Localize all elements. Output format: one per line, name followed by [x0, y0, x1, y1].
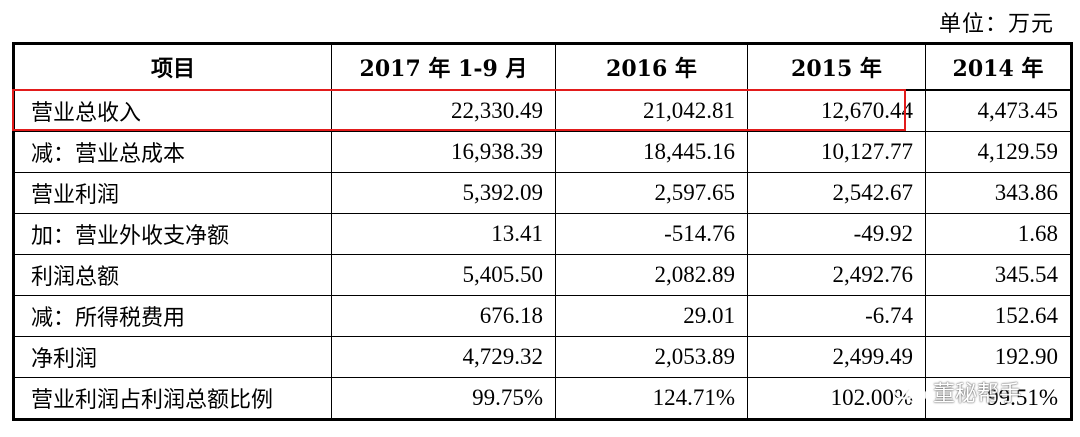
- table-row: 加：营业外收支净额 13.41 -514.76 -49.92 1.68: [13, 213, 1072, 255]
- cell-value: 1.68: [925, 213, 1072, 255]
- cell-value: 124.71%: [555, 377, 748, 420]
- cell-value: 5,392.09: [331, 172, 556, 214]
- cell-value: 676.18: [331, 295, 556, 337]
- cell-value: 13.41: [331, 213, 556, 255]
- watermark-text: 董秘帮手: [933, 382, 1022, 407]
- row-label: 净利润: [13, 336, 332, 378]
- row-label: 加：营业外收支净额: [13, 213, 332, 255]
- cell-value: 152.64: [925, 295, 1072, 337]
- watermark: 董秘帮手: [893, 374, 1021, 410]
- row-label: 营业利润: [13, 172, 332, 214]
- cell-value: 99.75%: [331, 377, 556, 420]
- table-row: 营业利润占利润总额比例 99.75% 124.71% 102.00% 99.51…: [13, 377, 1072, 420]
- row-label: 营业利润占利润总额比例: [13, 377, 332, 420]
- cell-value: -6.74: [747, 295, 926, 337]
- row-label: 减：所得税费用: [13, 295, 332, 337]
- cell-value: 99.51%: [925, 377, 1072, 420]
- table-row: 营业利润 5,392.09 2,597.65 2,542.67 343.86: [13, 172, 1072, 214]
- cell-value: 12,670.44: [747, 89, 926, 132]
- cell-value: -514.76: [555, 213, 748, 255]
- header-2014: 2014 年: [925, 43, 1072, 91]
- wechat-icon: [893, 378, 927, 406]
- cell-value: 4,729.32: [331, 336, 556, 378]
- cell-value: 2,542.67: [747, 172, 926, 214]
- unit-label: 单位：万元: [938, 12, 1054, 37]
- cell-value: 10,127.77: [747, 131, 926, 173]
- header-2016: 2016 年: [555, 43, 748, 91]
- cell-value: 192.90: [925, 336, 1072, 378]
- row-label: 利润总额: [13, 254, 332, 296]
- cell-value: 21,042.81: [555, 89, 748, 132]
- table-row: 利润总额 5,405.50 2,082.89 2,492.76 345.54: [13, 254, 1072, 296]
- row-label: 减：营业总成本: [13, 131, 332, 173]
- cell-value: 345.54: [925, 254, 1072, 296]
- cell-value: 2,053.89: [555, 336, 748, 378]
- cell-value: 29.01: [555, 295, 748, 337]
- table-row: 净利润 4,729.32 2,053.89 2,499.49 192.90: [13, 336, 1072, 378]
- cell-value: 22,330.49: [331, 89, 556, 132]
- cell-value: 2,492.76: [747, 254, 926, 296]
- header-2015: 2015 年: [747, 43, 926, 91]
- cell-value: 16,938.39: [331, 131, 556, 173]
- cell-value: 343.86: [925, 172, 1072, 214]
- cell-value: 2,597.65: [555, 172, 748, 214]
- cell-value: 2,082.89: [555, 254, 748, 296]
- header-2017-q3: 2017 年 1-9 月: [331, 43, 556, 91]
- table-header-row: 项目 2017 年 1-9 月 2016 年 2015 年 2014 年: [13, 43, 1072, 91]
- financial-table: 项目 2017 年 1-9 月 2016 年 2015 年 2014 年 营业总…: [12, 42, 1073, 421]
- row-label: 营业总收入: [13, 89, 332, 132]
- cell-value: 4,129.59: [925, 131, 1072, 173]
- cell-value: -49.92: [747, 213, 926, 255]
- cell-value: 4,473.45: [925, 89, 1072, 132]
- header-item: 项目: [13, 43, 332, 91]
- table-row: 减：所得税费用 676.18 29.01 -6.74 152.64: [13, 295, 1072, 337]
- table-row: 营业总收入 22,330.49 21,042.81 12,670.44 4,47…: [13, 89, 1072, 132]
- table-row: 减：营业总成本 16,938.39 18,445.16 10,127.77 4,…: [13, 131, 1072, 173]
- cell-value: 5,405.50: [331, 254, 556, 296]
- cell-value: 18,445.16: [555, 131, 748, 173]
- cell-value: 2,499.49: [747, 336, 926, 378]
